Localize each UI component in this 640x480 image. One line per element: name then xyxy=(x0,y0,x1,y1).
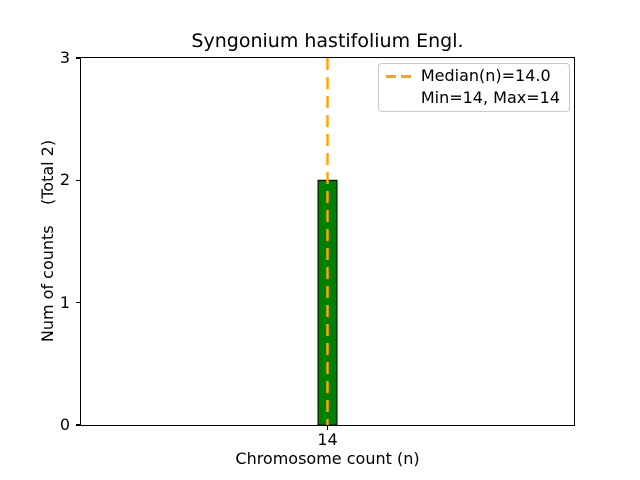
plot-canvas xyxy=(317,58,338,425)
x-tick-mark xyxy=(326,426,329,430)
y-tick-mark xyxy=(76,179,80,182)
legend-entry: Median(n)=14.0 xyxy=(385,65,560,87)
legend-label: Min=14, Max=14 xyxy=(420,88,560,107)
y-tick-label: 1 xyxy=(59,292,70,312)
y-tick-mark xyxy=(76,424,80,426)
y-tick-label: 0 xyxy=(59,415,70,434)
legend-dashed-line-icon xyxy=(385,74,412,78)
y-tick-mark xyxy=(76,301,80,304)
y-tick-label: 2 xyxy=(59,170,70,190)
legend-label: Median(n)=14.0 xyxy=(420,66,551,85)
legend-entry: Min=14, Max=14 xyxy=(386,87,560,109)
legend-symbol-spacer xyxy=(386,97,412,100)
plot-area: Median(n)=14.0 Min=14, Max=14 xyxy=(80,57,575,426)
chart-title: Syngonium hastifolium Engl. xyxy=(191,30,464,52)
x-axis-label: Chromosome count (n) xyxy=(235,449,420,468)
y-tick-mark xyxy=(76,57,80,59)
legend: Median(n)=14.0 Min=14, Max=14 xyxy=(377,63,570,112)
x-tick-label: 14 xyxy=(317,430,338,449)
y-tick-label: 3 xyxy=(59,48,70,67)
